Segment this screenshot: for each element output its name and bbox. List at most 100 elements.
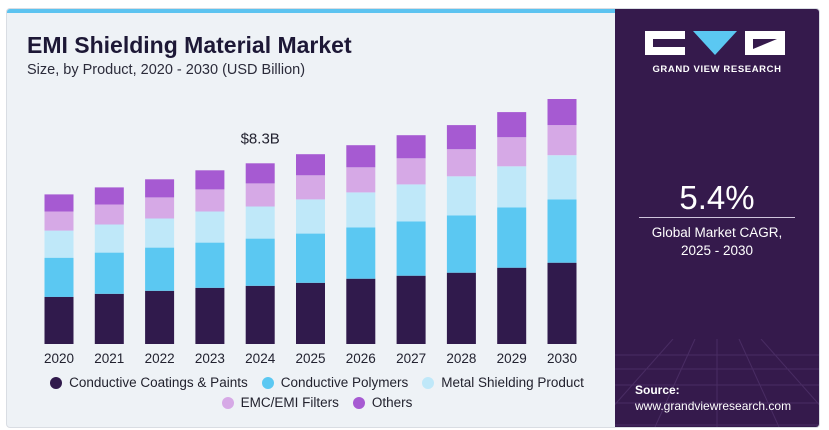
x-tick-label-2027: 2027 [396, 351, 426, 366]
bar-segment-conductive-polymers-2021 [94, 252, 124, 294]
legend-swatch [261, 376, 274, 389]
x-tick-label-2030: 2030 [547, 351, 577, 366]
bar-segment-conductive-coatings-paints-2027 [396, 275, 426, 344]
bar-segment-others-2029 [497, 112, 527, 138]
bar-segment-metal-shielding-product-2025 [296, 199, 325, 234]
source-url[interactable]: www.grandviewresearch.com [635, 399, 792, 413]
bar-segment-others-2026 [346, 145, 376, 168]
x-tick-label-2023: 2023 [195, 351, 225, 366]
bar-segment-conductive-polymers-2024 [245, 238, 275, 286]
grand-view-research-logo [645, 31, 785, 55]
bar-segment-metal-shielding-product-2021 [94, 224, 124, 253]
bar-segment-others-2021 [94, 187, 124, 205]
legend-swatch [221, 396, 234, 409]
bar-segment-conductive-coatings-paints-2023 [195, 287, 225, 344]
bar-segment-conductive-coatings-paints-2029 [497, 267, 527, 344]
bar-segment-metal-shielding-product-2023 [195, 211, 225, 243]
chart-title: EMI Shielding Material Market [27, 32, 352, 58]
legend-label: Conductive Coatings & Paints [69, 375, 248, 390]
bar-segment-conductive-polymers-2028 [446, 215, 476, 273]
legend-label: Conductive Polymers [280, 375, 409, 390]
bar-segment-others-2023 [195, 170, 225, 190]
legend-swatch [352, 396, 365, 409]
legend-item-conductive-coatings-paints: Conductive Coatings & Paints [50, 375, 248, 390]
bar-segment-emc-emi-filters-2027 [396, 158, 426, 185]
bar-segment-others-2020 [44, 194, 74, 212]
legend-item-metal-shielding-product: Metal Shielding Product [422, 375, 584, 390]
x-tick-label-2025: 2025 [295, 351, 325, 366]
cagr-label-line2: 2025 - 2030 [680, 243, 754, 258]
data-label-2024: $8.3B [241, 130, 280, 147]
bar-segment-metal-shielding-product-2026 [346, 192, 376, 228]
bar-segment-conductive-coatings-paints-2026 [346, 278, 376, 344]
x-tick-label-2028: 2028 [446, 351, 476, 366]
legend-row: EMC/EMI Filters Others [27, 395, 607, 410]
legend-label: Metal Shielding Product [441, 375, 584, 390]
bar-segment-emc-emi-filters-2024 [245, 183, 275, 207]
bar-segment-conductive-polymers-2026 [346, 227, 376, 279]
bar-segment-others-2030 [547, 99, 577, 126]
chart-subtitle: Size, by Product, 2020 - 2030 (USD Billi… [27, 62, 306, 78]
bar-segment-others-2024 [245, 163, 275, 184]
bar-segment-others-2028 [446, 125, 476, 150]
bar-segment-emc-emi-filters-2028 [446, 149, 476, 177]
bar-segment-metal-shielding-product-2028 [446, 176, 476, 216]
bar-segment-metal-shielding-product-2024 [245, 206, 275, 239]
sidebar-panel: GRAND VIEW RESEARCH 5.4% Global Market C… [615, 9, 819, 427]
bar-segment-conductive-coatings-paints-2030 [547, 262, 577, 344]
bar-segment-metal-shielding-product-2030 [547, 155, 577, 200]
x-tick-label-2021: 2021 [94, 351, 124, 366]
bar-segment-metal-shielding-product-2020 [44, 230, 74, 258]
legend-label: Others [371, 395, 413, 410]
bar-segment-emc-emi-filters-2029 [497, 137, 527, 167]
legend-item-emc-emi-filters: EMC/EMI Filters [221, 395, 339, 410]
x-tick-label-2026: 2026 [346, 351, 376, 366]
infographic: EMI Shielding Material Market Size, by P… [6, 8, 820, 428]
bar-segment-emc-emi-filters-2026 [346, 167, 376, 193]
legend-row: Conductive Coatings & Paints Conductive P… [27, 375, 607, 390]
bar-segment-emc-emi-filters-2030 [547, 125, 577, 156]
bar-segment-emc-emi-filters-2020 [44, 211, 74, 231]
bar-segment-metal-shielding-product-2027 [396, 184, 426, 222]
stacked-bar-chart: 2020 2021 2022 2023 2024 $8.3B 2025 2026 2027 202… [44, 99, 577, 366]
bar-segment-others-2022 [145, 179, 175, 198]
legend-item-others: Others [352, 395, 413, 410]
divider [639, 217, 795, 218]
bar-segment-others-2025 [296, 154, 325, 176]
x-tick-label-2029: 2029 [497, 351, 527, 366]
chart-legend: Conductive Coatings & Paints Conductive P… [27, 375, 607, 415]
bar-segment-emc-emi-filters-2022 [145, 197, 175, 219]
bar-segment-conductive-coatings-paints-2021 [94, 293, 124, 344]
chart-panel: EMI Shielding Material Market Size, by P… [7, 9, 615, 427]
bar-segment-conductive-coatings-paints-2020 [44, 296, 74, 344]
bar-segment-conductive-coatings-paints-2028 [446, 272, 476, 344]
legend-swatch [50, 376, 63, 389]
cagr-value: 5.4% [679, 179, 755, 216]
legend-label: EMC/EMI Filters [240, 395, 339, 410]
bar-segment-emc-emi-filters-2021 [94, 204, 124, 225]
x-tick-label-2020: 2020 [44, 351, 74, 366]
legend-item-conductive-polymers: Conductive Polymers [261, 375, 409, 390]
bar-segment-conductive-polymers-2029 [497, 207, 527, 268]
bar-segment-metal-shielding-product-2029 [497, 166, 527, 208]
source-label: Source: [635, 383, 680, 397]
bar-segment-conductive-coatings-paints-2025 [296, 282, 325, 344]
cagr-label-line1: Global Market CAGR, [651, 225, 783, 240]
bar-segment-emc-emi-filters-2025 [296, 175, 325, 200]
bar-segment-emc-emi-filters-2023 [195, 189, 225, 212]
bar-segment-conductive-polymers-2027 [396, 221, 426, 276]
decorative-grid [615, 339, 819, 427]
bar-segment-conductive-polymers-2020 [44, 257, 74, 297]
bar-segment-others-2027 [396, 135, 426, 159]
bar-segment-conductive-polymers-2030 [547, 199, 577, 263]
bar-segment-conductive-polymers-2022 [145, 247, 175, 291]
bar-segment-conductive-coatings-paints-2024 [245, 285, 275, 344]
x-tick-label-2024: 2024 [245, 351, 276, 366]
bar-segment-metal-shielding-product-2022 [145, 218, 175, 248]
bar-segment-conductive-polymers-2025 [296, 233, 325, 283]
bar-segment-conductive-polymers-2023 [195, 242, 225, 288]
legend-swatch [422, 376, 435, 389]
cagr-label: Global Market CAGR, 2025 - 2030 [615, 224, 819, 260]
bar-segment-conductive-coatings-paints-2022 [145, 290, 175, 344]
x-tick-label-2022: 2022 [145, 351, 175, 366]
